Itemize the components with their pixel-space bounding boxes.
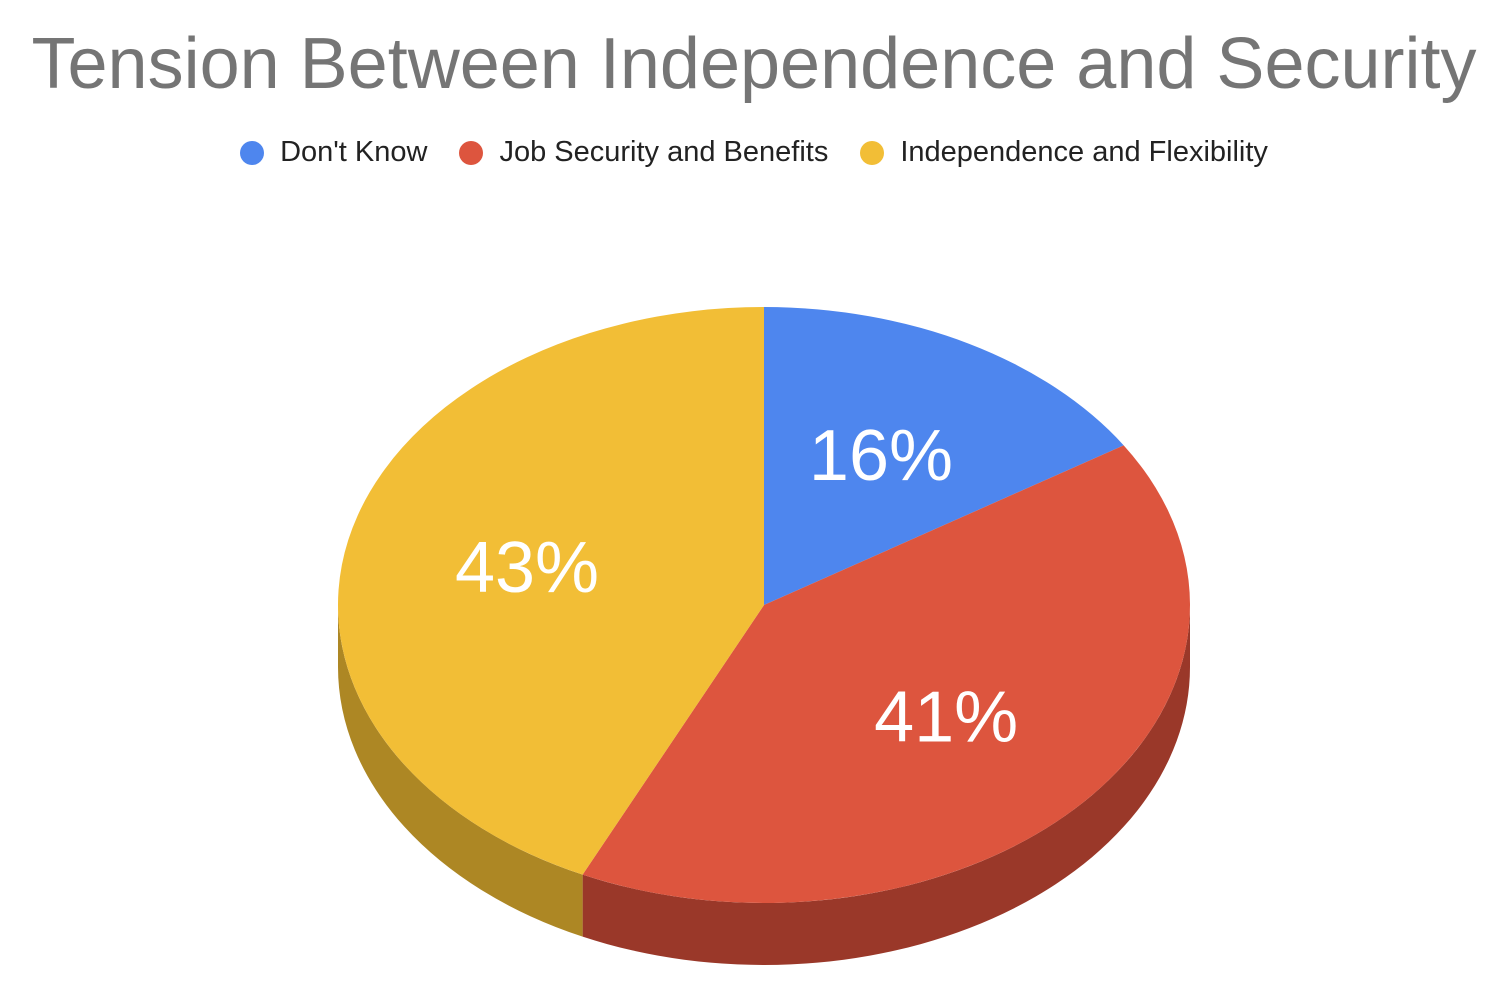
pie-side-job-security-and-benefits (582, 605, 1190, 965)
legend-swatch-job-security (459, 140, 484, 165)
legend: Don't Know Job Security and Benefits Ind… (0, 136, 1508, 169)
legend-label-job-security: Job Security and Benefits (499, 136, 829, 168)
pie-label-don-t-know: 16% (809, 416, 953, 496)
pie-slice-don-t-know[interactable] (764, 307, 1124, 605)
pie-slice-independence-and-flexibility[interactable] (337, 307, 764, 875)
pie-side-independence-and-flexibility (338, 605, 583, 937)
chart-title: Tension Between Independence and Securit… (31, 24, 1477, 104)
legend-item-dont-know[interactable]: Don't Know (240, 136, 427, 169)
legend-swatch-independence (860, 140, 885, 165)
pie-label-independence-and-flexibility: 43% (455, 528, 599, 608)
legend-item-job-security[interactable]: Job Security and Benefits (459, 136, 828, 169)
pie-label-job-security-and-benefits: 41% (874, 677, 1018, 757)
legend-item-independence[interactable]: Independence and Flexibility (860, 136, 1268, 169)
legend-label-independence: Independence and Flexibility (900, 136, 1268, 168)
legend-label-dont-know: Don't Know (280, 136, 428, 168)
pie-slice-job-security-and-benefits[interactable] (582, 445, 1191, 904)
legend-swatch-dont-know (240, 140, 265, 165)
